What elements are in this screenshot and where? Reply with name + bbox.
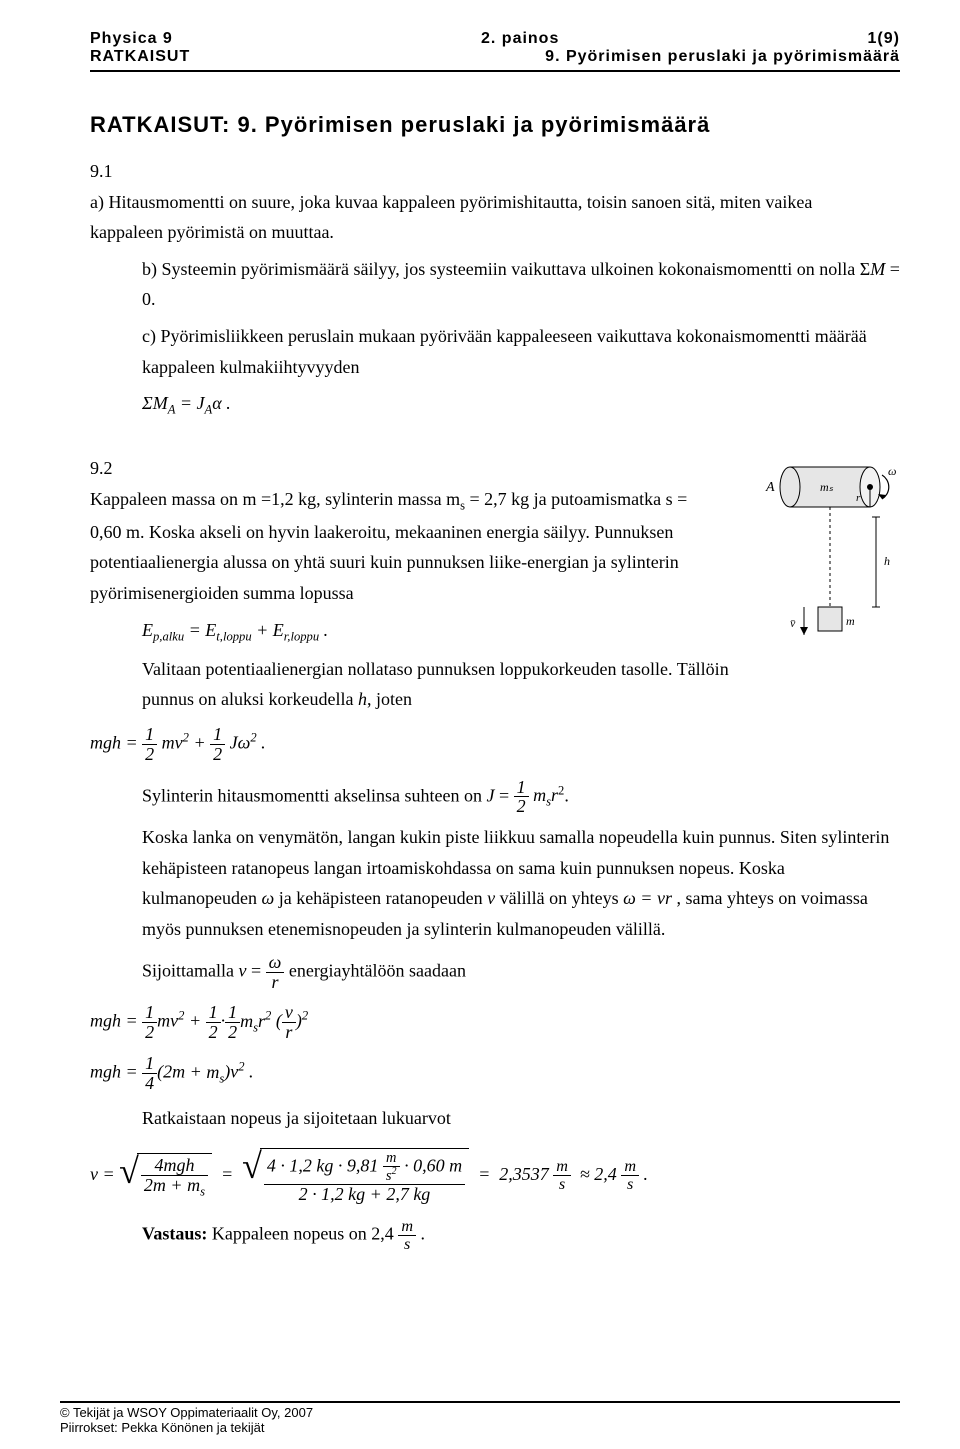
p91-c: c) Pyörimisliikkeen peruslain mukaan pyö… <box>142 326 867 377</box>
eq-mid: = J <box>175 393 204 413</box>
p92-rope3: välillä on yhteys <box>495 888 623 908</box>
p92-solve: Ratkaistaan nopeus ja sijoitetaan lukuar… <box>142 1103 900 1134</box>
p92-after1-tail: , joten <box>367 689 412 709</box>
header-center-1: 2. painos <box>481 30 559 48</box>
page-title: RATKAISUT: 9. Pyörimisen peruslaki ja py… <box>90 112 900 138</box>
problem-9-1: 9.1 a) Hitausmomentti on suure, joka kuv… <box>90 156 900 421</box>
eq-sub-r: r,loppu <box>284 629 319 643</box>
var-v: v <box>487 888 495 908</box>
num-m2: 1,2 kg <box>321 1184 365 1204</box>
frac-omega-r: ωr <box>266 953 285 992</box>
svg-text:A: A <box>765 480 775 495</box>
var-omega: ω <box>261 888 274 908</box>
var-msr2: msr <box>533 785 558 805</box>
answer-line: Vastaus: Kappaleen nopeus on 2,4 ms . <box>142 1218 900 1253</box>
header-rule <box>90 70 900 72</box>
eq-omega-vr: ω = vr <box>623 888 672 908</box>
p92-intro: Kappaleen massa on m =1,2 kg, sylinterin… <box>90 489 460 509</box>
num-m: 1,2 kg <box>289 1155 333 1175</box>
svg-text:m: m <box>846 614 855 628</box>
header-right-2: 9. Pyörimisen peruslaki ja pyörimismäärä <box>545 48 900 66</box>
result-exact: 2,3537 <box>499 1164 549 1184</box>
page-footer: © Tekijät ja WSOY Oppimateriaalit Oy, 20… <box>60 1401 900 1435</box>
eq-mgh: mgh = 12 mv2 + 12 Jω2 . <box>90 725 744 764</box>
eq-sub-t: t,loppu <box>216 629 251 643</box>
eq-eq: = <box>184 620 205 640</box>
eq-inertia: J <box>486 785 494 805</box>
eq-energy-conservation: Ep,alku = Et,loppu + Er,loppu . <box>142 615 744 648</box>
eq-subst-1: mgh = 12mv2 + 12·12msr2 (vr)2 <box>90 1003 900 1042</box>
answer-text: Kappaleen nopeus on 2,4 <box>207 1223 398 1243</box>
eq-subst-2: mgh = 14(2m + ms)v2 . <box>90 1054 900 1093</box>
problem-number-9-2: 9.2 <box>90 453 142 484</box>
eq-E2: E <box>205 620 216 640</box>
num-g: 9,81 <box>347 1155 379 1175</box>
eq-sub-p: p,alku <box>153 629 184 643</box>
p92-inertia-end: . <box>564 785 569 805</box>
p91-b: b) Systeemin pyörimismäärä säilyy, jos s… <box>142 259 870 279</box>
num-ms: 2,7 kg <box>386 1184 430 1204</box>
footer-rule <box>60 1401 900 1403</box>
p92-subst-pre: Sijoittamalla <box>142 960 239 980</box>
eq-E3: E <box>273 620 284 640</box>
unit-m-s: ms <box>398 1218 416 1253</box>
problem-9-2: 9.2 Kappaleen massa on m =1,2 kg, sylint… <box>90 453 900 1252</box>
footer-line-1: © Tekijät ja WSOY Oppimateriaalit Oy, 20… <box>60 1405 900 1420</box>
eq-end: . <box>222 393 231 413</box>
header-left-2: RATKAISUT <box>90 48 190 66</box>
answer-label: Vastaus: <box>142 1223 207 1243</box>
result-approx: ≈ 2,4 <box>580 1164 617 1184</box>
eq-alpha: α <box>212 393 221 413</box>
p92-inertia-pre: Sylinterin hitausmomentti akselinsa suht… <box>142 785 486 805</box>
header-right-1: 1(9) <box>868 30 900 48</box>
p91-a: a) Hitausmomentti on suure, joka kuvaa k… <box>90 192 812 243</box>
svg-text:v̄: v̄ <box>790 616 796 630</box>
svg-text:h: h <box>884 554 890 568</box>
eq-dot: . <box>319 620 328 640</box>
var-M: M <box>870 259 885 279</box>
p92-after1: Valitaan potentiaalienergian nollataso p… <box>142 659 729 710</box>
cylinder-figure: ω A mₛ r m h <box>760 457 900 667</box>
eq-E1: E <box>142 620 153 640</box>
eq-plus: + <box>252 620 273 640</box>
eq-lhs: ΣM <box>142 393 168 413</box>
eq-final: v = √ 4mgh 2m + ms = √ 4 · 1,2 kg · 9,81… <box>90 1148 900 1204</box>
page-header: Physica 9 2. painos 1(9) RATKAISUT 9. Py… <box>90 30 900 72</box>
p92-subst-post: energiayhtälöön saadaan <box>289 960 466 980</box>
problem-number-9-1: 9.1 <box>90 156 142 187</box>
num-s: 0,60 m <box>413 1155 462 1175</box>
footer-line-2: Piirrokset: Pekka Könönen ja tekijät <box>60 1420 900 1435</box>
cylinder-svg: ω A mₛ r m h <box>760 457 900 657</box>
svg-text:r: r <box>856 492 861 504</box>
eq-v-def: v <box>239 960 247 980</box>
p91-eq: ΣMA = JAα . <box>142 388 900 421</box>
svg-text:ω: ω <box>888 464 896 478</box>
frac-half-1: 12 <box>514 778 529 817</box>
header-left-1: Physica 9 <box>90 30 173 48</box>
svg-text:mₛ: mₛ <box>820 480 834 494</box>
p92-rope2: ja kehäpisteen ratanopeuden <box>274 888 487 908</box>
var-h: h <box>358 689 367 709</box>
